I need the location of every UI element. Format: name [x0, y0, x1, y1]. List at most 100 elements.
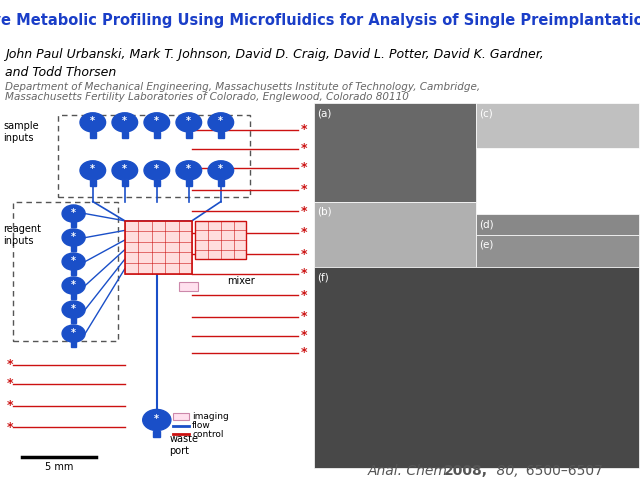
Text: *: * [71, 280, 76, 289]
Circle shape [112, 113, 138, 132]
Text: (d): (d) [479, 219, 494, 229]
Bar [13, 202, 118, 341]
Bar [173, 413, 189, 420]
Text: *: * [301, 248, 307, 261]
Bar [70, 246, 77, 252]
Text: *: * [154, 414, 159, 424]
Circle shape [144, 113, 170, 132]
Bar [186, 180, 192, 186]
Bar [154, 431, 160, 437]
Text: Anal. Chem.: Anal. Chem. [368, 464, 460, 478]
Text: *: * [71, 304, 76, 313]
Bar [70, 222, 77, 228]
Bar [476, 215, 639, 235]
Text: 5 mm: 5 mm [45, 462, 74, 472]
Text: *: * [301, 204, 307, 218]
Text: *: * [154, 165, 159, 174]
Text: *: * [71, 256, 76, 265]
Bar [154, 132, 160, 138]
Bar [70, 342, 77, 348]
Text: 6500–6507: 6500–6507 [516, 464, 604, 478]
Bar [314, 202, 476, 267]
Text: (a): (a) [317, 108, 331, 118]
Bar [179, 282, 198, 291]
Text: *: * [186, 165, 191, 174]
Text: *: * [301, 288, 307, 302]
Text: *: * [301, 267, 307, 280]
Text: 80,: 80, [484, 464, 519, 478]
Circle shape [80, 161, 106, 180]
Text: and Todd Thorsen: and Todd Thorsen [5, 66, 116, 79]
Text: (f): (f) [317, 272, 328, 282]
Circle shape [62, 205, 85, 222]
Text: *: * [186, 117, 191, 126]
Circle shape [62, 325, 85, 342]
Text: *: * [301, 226, 307, 240]
Text: *: * [6, 399, 13, 412]
Text: *: * [301, 346, 307, 360]
Bar [90, 180, 96, 186]
Bar [314, 103, 476, 202]
Text: *: * [90, 117, 95, 126]
Text: *: * [6, 377, 13, 391]
Circle shape [208, 161, 234, 180]
Text: *: * [71, 208, 76, 217]
Text: *: * [122, 165, 127, 174]
Text: sample
inputs: sample inputs [3, 121, 39, 143]
Text: (e): (e) [479, 240, 493, 249]
Circle shape [112, 161, 138, 180]
Text: *: * [301, 142, 307, 156]
Text: *: * [301, 161, 307, 175]
Circle shape [208, 113, 234, 132]
Text: waste
port: waste port [170, 434, 198, 456]
Text: mixer: mixer [227, 276, 255, 286]
Circle shape [62, 229, 85, 246]
Circle shape [62, 253, 85, 270]
Text: *: * [154, 117, 159, 126]
Text: Department of Mechanical Engineering, Massachusetts Institute of Technology, Cam: Department of Mechanical Engineering, Ma… [5, 82, 480, 92]
Bar [154, 180, 160, 186]
Bar [122, 132, 128, 138]
Text: (b): (b) [317, 206, 332, 216]
Circle shape [80, 113, 106, 132]
Text: Noninvasive Metabolic Profiling Using Microfluidics for Analysis of Single Preim: Noninvasive Metabolic Profiling Using Mi… [0, 13, 640, 28]
Text: *: * [71, 328, 76, 337]
Circle shape [143, 409, 171, 431]
Bar [58, 115, 250, 197]
Bar [90, 132, 96, 138]
Text: (c): (c) [479, 108, 493, 118]
Bar [186, 132, 192, 138]
Bar [476, 235, 639, 267]
Text: flow: flow [192, 421, 211, 430]
Bar [70, 270, 77, 276]
Text: *: * [218, 165, 223, 174]
Bar [70, 318, 77, 324]
Bar [476, 103, 639, 147]
Bar [125, 221, 192, 274]
Text: *: * [218, 117, 223, 126]
Circle shape [62, 301, 85, 318]
Text: imaging: imaging [192, 412, 228, 420]
Bar [218, 132, 224, 138]
Text: *: * [6, 420, 13, 434]
Bar [195, 221, 246, 259]
Circle shape [144, 161, 170, 180]
Text: John Paul Urbanski, Mark T. Johnson, David D. Craig, David L. Potter, David K. G: John Paul Urbanski, Mark T. Johnson, Dav… [5, 48, 544, 61]
Text: *: * [301, 183, 307, 196]
Text: *: * [71, 232, 76, 241]
Bar [218, 180, 224, 186]
Bar [122, 180, 128, 186]
Bar [70, 294, 77, 300]
Circle shape [62, 277, 85, 294]
Text: *: * [301, 310, 307, 324]
Text: Massachusetts Fertility Laboratories of Colorado, Englewood, Colorado 80110: Massachusetts Fertility Laboratories of … [5, 92, 409, 102]
Circle shape [176, 161, 202, 180]
Text: 2008,: 2008, [444, 464, 488, 478]
Circle shape [176, 113, 202, 132]
Bar [314, 267, 639, 468]
Text: *: * [6, 358, 13, 372]
Text: *: * [122, 117, 127, 126]
Text: *: * [90, 165, 95, 174]
Text: reagent
inputs: reagent inputs [3, 224, 41, 246]
Text: control: control [192, 430, 223, 439]
